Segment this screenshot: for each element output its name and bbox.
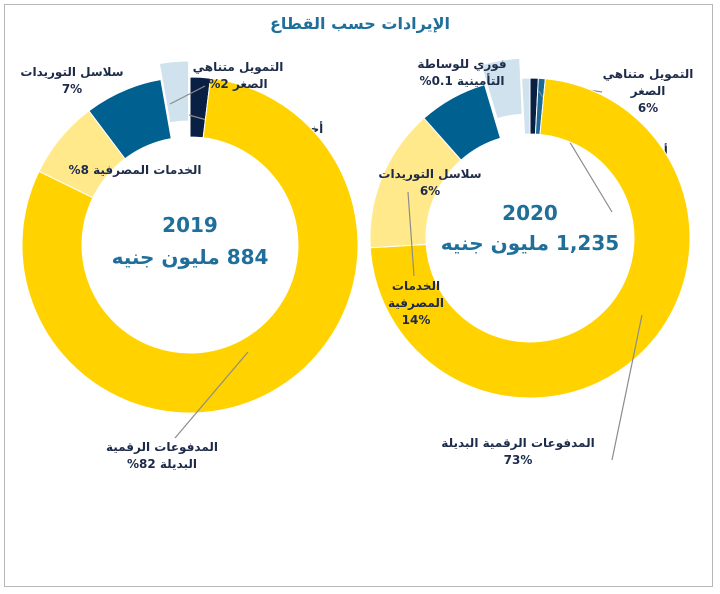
slice-label-insurance-2020: فوري للوساطة التأمينية 0.1% bbox=[417, 57, 506, 88]
slice-micro_finance-2019 bbox=[158, 60, 190, 124]
slice-label-supply_chain-2020: سلاسل التوريدات 6% bbox=[378, 167, 481, 198]
slice-micro_finance-2020 bbox=[521, 77, 531, 135]
leader-line-digital_payments-2019 bbox=[174, 351, 249, 439]
slice-label-micro_finance-2019: التمويل متناهي الصغر 2% bbox=[193, 60, 284, 91]
leader-line-micro_finance-2019 bbox=[169, 85, 206, 105]
slice-label-digital_payments-2019: المدفوعات الرقمية البديلة 82% bbox=[106, 440, 218, 471]
center-total-2020: 1,235 مليون جنيه bbox=[441, 231, 619, 255]
center-year-2020: 2020 bbox=[502, 201, 558, 225]
slice-supply_chain-2020 bbox=[423, 83, 502, 161]
slice-digital_payments-2020 bbox=[369, 78, 691, 399]
leader-line-banking-2020 bbox=[407, 191, 415, 277]
slice-digital_payments-2019 bbox=[21, 77, 359, 414]
slice-insurance-2020 bbox=[480, 57, 523, 120]
slice-label-banking-2019: الخدمات المصرفية 8% bbox=[69, 163, 202, 177]
slice-supply_chain-2019 bbox=[88, 78, 172, 160]
chart-title: الإيرادات حسب القطاع bbox=[269, 14, 451, 33]
leader-line-digital_payments-2020 bbox=[611, 314, 643, 461]
center-total-2019: 884 مليون جنيه bbox=[112, 245, 269, 269]
slice-label-micro_finance-2020: التمويل متناهي الصغر 6% bbox=[603, 67, 694, 115]
slice-label-digital_payments-2020: المدفوعات الرقمية البديلة 73% bbox=[441, 436, 594, 467]
slice-label-supply_chain-2019: سلاسل التوريدات 7% bbox=[20, 65, 123, 96]
center-year-2019: 2019 bbox=[162, 213, 218, 237]
slice-label-banking-2020: الخدمات المصرفية 14% bbox=[388, 279, 444, 327]
